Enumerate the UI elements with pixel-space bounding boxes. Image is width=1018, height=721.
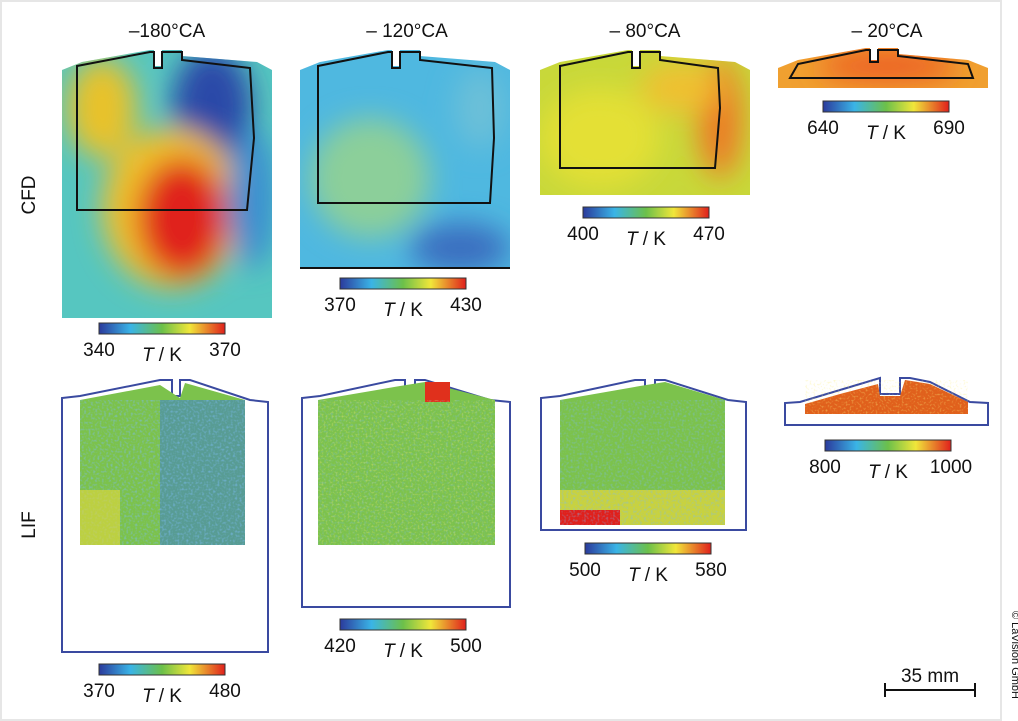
- colorbar-label: T/ K: [142, 686, 182, 707]
- colorbar-variable: T: [142, 345, 155, 366]
- colorbar-variable: T: [628, 565, 641, 586]
- colorbar-unit: / K: [400, 300, 424, 321]
- scale-bar-label: 35 mm: [901, 666, 959, 687]
- colorbar-max: 480: [209, 681, 241, 702]
- colorbar-min: 370: [83, 681, 115, 702]
- colorbar-variable: T: [383, 300, 396, 321]
- row-label: CFD: [19, 175, 40, 214]
- colorbar-min: 500: [569, 560, 601, 581]
- colorbar-max: 580: [695, 560, 727, 581]
- colorbar: [585, 543, 711, 554]
- colorbar-unit: / K: [159, 686, 183, 707]
- colorbar-min: 400: [567, 224, 599, 245]
- colorbar: [823, 101, 949, 112]
- credit: © LaVision GmbH: [1009, 611, 1018, 699]
- colorbar-variable: T: [142, 686, 155, 707]
- colorbar-label: T/ K: [383, 641, 423, 662]
- cfd-image-3: [540, 48, 750, 195]
- colorbar-min: 420: [324, 636, 356, 657]
- colorbar-unit: / K: [643, 229, 667, 250]
- colorbar-max: 500: [450, 636, 482, 657]
- colorbar-variable: T: [866, 123, 879, 144]
- cfd-image-2: [300, 48, 510, 273]
- row-label: LIF: [19, 511, 40, 538]
- colorbar-variable: T: [868, 462, 881, 483]
- colorbar-label: T/ K: [142, 345, 182, 366]
- colorbar-unit: / K: [159, 345, 183, 366]
- colorbar-variable: T: [626, 229, 639, 250]
- colorbar: [340, 619, 466, 630]
- figure: CFD LIF 35 mm © LaVision GmbH –180°CA – 1…: [0, 0, 1018, 721]
- column-header: – 20°CA: [852, 21, 923, 42]
- column-header: –180°CA: [129, 21, 206, 42]
- colorbar-label: T/ K: [868, 462, 908, 483]
- colorbar: [583, 207, 709, 218]
- colorbar-unit: / K: [885, 462, 909, 483]
- lif-image-3: [541, 380, 746, 530]
- colorbar-min: 640: [807, 118, 839, 139]
- colorbar: [340, 278, 466, 289]
- colorbar-max: 430: [450, 295, 482, 316]
- colorbar: [99, 664, 225, 675]
- colorbar-label: T/ K: [628, 565, 668, 586]
- column-header: – 80°CA: [610, 21, 681, 42]
- colorbar-max: 470: [693, 224, 725, 245]
- colorbar-label: T/ K: [626, 229, 666, 250]
- colorbar-label: T/ K: [866, 123, 906, 144]
- colorbar-unit: / K: [883, 123, 907, 144]
- colorbar-label: T/ K: [383, 300, 423, 321]
- cfd-image-1: [62, 48, 277, 318]
- colorbar-min: 370: [324, 295, 356, 316]
- colorbar-unit: / K: [400, 641, 424, 662]
- colorbar-max: 370: [209, 340, 241, 361]
- colorbar-max: 1000: [930, 457, 972, 478]
- colorbar: [99, 323, 225, 334]
- colorbar-variable: T: [383, 641, 396, 662]
- colorbar-min: 340: [83, 340, 115, 361]
- colorbar-min: 800: [809, 457, 841, 478]
- colorbar-unit: / K: [645, 565, 669, 586]
- colorbar: [825, 440, 951, 451]
- colorbar-max: 690: [933, 118, 965, 139]
- column-header: – 120°CA: [366, 21, 448, 42]
